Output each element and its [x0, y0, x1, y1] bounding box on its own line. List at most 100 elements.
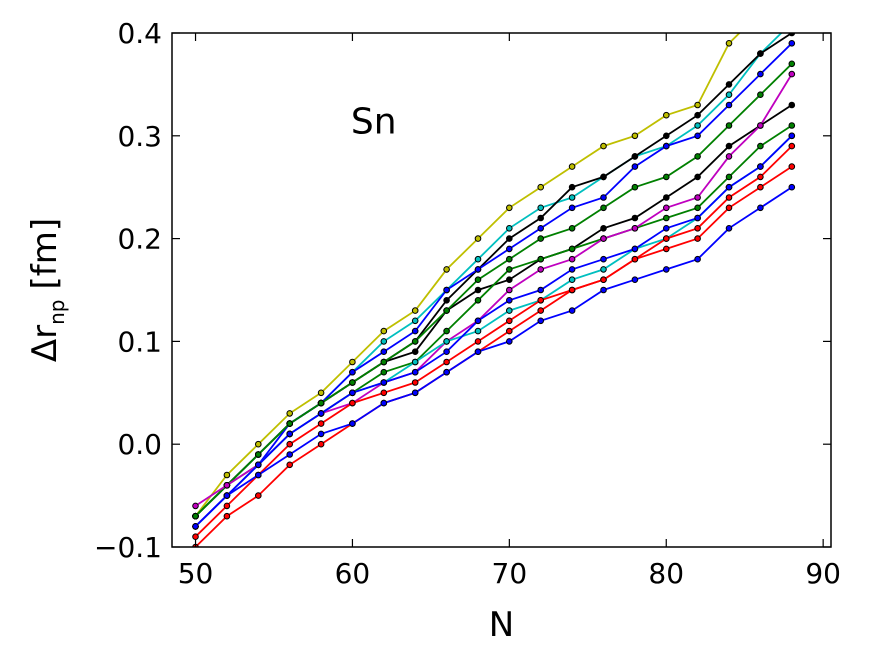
series-1 — [192, 33, 741, 520]
series-line — [194, 135, 793, 528]
data-point — [506, 276, 513, 284]
data-point — [725, 40, 733, 47]
data-point — [694, 255, 701, 263]
data-point — [254, 451, 262, 458]
data-point — [631, 183, 639, 191]
data-point — [474, 297, 482, 304]
data-point — [443, 338, 450, 345]
data-point — [192, 502, 199, 510]
data-point — [631, 163, 639, 170]
data-point — [568, 204, 576, 212]
plot-frame — [171, 32, 832, 548]
data-point — [506, 266, 513, 273]
x-tick-label: 90 — [805, 557, 841, 590]
data-point — [286, 410, 294, 417]
y-tick-label: −0.1 — [94, 531, 162, 564]
data-point — [631, 225, 639, 232]
series-layer — [192, 33, 796, 547]
data-point — [631, 214, 639, 222]
data-point — [663, 214, 670, 222]
data-point — [286, 451, 294, 458]
data-point — [223, 502, 231, 510]
data-point — [349, 420, 356, 427]
data-point — [568, 194, 576, 201]
data-point — [788, 70, 796, 78]
data-point — [788, 132, 796, 140]
data-point — [349, 358, 356, 366]
data-point — [600, 276, 607, 284]
data-point — [223, 482, 231, 489]
data-point — [600, 142, 607, 150]
data-point — [349, 399, 356, 407]
data-point — [506, 235, 513, 242]
data-point — [694, 173, 701, 181]
data-point — [380, 338, 388, 345]
data-point — [694, 132, 701, 140]
data-point — [568, 183, 576, 191]
annotation-label: Sn — [351, 102, 397, 143]
data-point — [631, 132, 639, 140]
data-point — [317, 410, 325, 417]
data-point — [443, 348, 450, 356]
y-axis-label-unit: [fm] — [25, 218, 65, 290]
data-point — [349, 379, 356, 386]
data-point — [788, 60, 796, 68]
data-point — [568, 225, 576, 232]
data-point — [411, 307, 419, 314]
series-line — [194, 186, 793, 528]
y-axis-label-sub: np — [45, 300, 69, 325]
data-point — [380, 327, 388, 335]
data-point — [537, 317, 545, 325]
data-point — [537, 225, 545, 232]
data-point — [694, 204, 701, 212]
data-point — [443, 368, 450, 376]
data-point — [600, 255, 607, 263]
data-point — [411, 379, 419, 386]
data-point — [506, 245, 513, 253]
data-point — [506, 327, 513, 335]
x-tick-label: 80 — [648, 557, 684, 590]
data-point — [631, 255, 639, 263]
data-point — [380, 358, 388, 366]
data-point — [380, 399, 388, 407]
data-point — [757, 50, 764, 57]
data-point — [694, 101, 701, 109]
data-point — [537, 297, 545, 304]
data-point — [725, 101, 733, 109]
data-point — [725, 153, 733, 160]
data-point — [254, 492, 262, 499]
data-point — [317, 389, 325, 397]
data-point — [694, 225, 701, 232]
data-point — [411, 389, 419, 397]
data-point — [694, 111, 701, 119]
data-point — [474, 317, 482, 325]
data-point — [380, 348, 388, 356]
data-point — [537, 255, 545, 263]
data-point — [411, 368, 419, 376]
data-point — [757, 142, 764, 150]
data-point — [537, 266, 545, 273]
series-line — [194, 63, 793, 517]
data-point — [600, 204, 607, 212]
y-axis-label-main: Δr — [25, 325, 65, 362]
data-point — [725, 81, 733, 88]
series-line — [194, 33, 793, 517]
data-point — [474, 327, 482, 335]
data-point — [506, 286, 513, 294]
data-point — [317, 430, 325, 438]
data-point — [443, 358, 450, 366]
data-point — [757, 183, 764, 191]
series-line — [194, 165, 793, 547]
data-point — [788, 163, 796, 170]
data-point — [474, 286, 482, 294]
data-point — [663, 132, 670, 140]
data-point — [568, 245, 576, 253]
data-point — [568, 276, 576, 284]
data-point — [631, 153, 639, 160]
data-point — [537, 286, 545, 294]
data-point — [757, 70, 764, 78]
data-point — [757, 204, 764, 212]
data-point — [757, 91, 764, 98]
data-point — [757, 122, 764, 129]
data-point — [568, 307, 576, 314]
